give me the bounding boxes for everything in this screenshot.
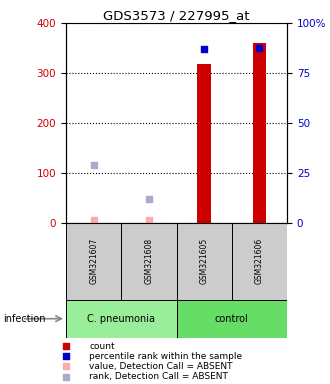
Point bbox=[146, 217, 151, 223]
Point bbox=[63, 343, 69, 349]
Bar bbox=[121, 223, 177, 300]
Bar bbox=[177, 300, 287, 338]
Text: percentile rank within the sample: percentile rank within the sample bbox=[89, 352, 242, 361]
Point bbox=[91, 217, 96, 223]
Point bbox=[146, 196, 151, 202]
Text: value, Detection Call = ABSENT: value, Detection Call = ABSENT bbox=[89, 362, 233, 371]
Bar bbox=[232, 223, 287, 300]
Text: GSM321607: GSM321607 bbox=[89, 238, 98, 284]
Bar bbox=[177, 223, 232, 300]
Text: GSM321605: GSM321605 bbox=[200, 238, 209, 284]
Point bbox=[63, 363, 69, 369]
Bar bbox=[197, 64, 211, 223]
Bar bbox=[252, 43, 266, 223]
Text: GSM321606: GSM321606 bbox=[255, 238, 264, 284]
Text: C. pneumonia: C. pneumonia bbox=[87, 314, 155, 324]
Title: GDS3573 / 227995_at: GDS3573 / 227995_at bbox=[103, 9, 250, 22]
Text: GSM321608: GSM321608 bbox=[145, 238, 153, 284]
Text: count: count bbox=[89, 342, 115, 351]
Point bbox=[202, 46, 207, 53]
Bar bbox=[66, 223, 121, 300]
Text: control: control bbox=[215, 314, 249, 324]
Text: infection: infection bbox=[3, 314, 46, 324]
Bar bbox=[66, 300, 177, 338]
Point bbox=[63, 374, 69, 380]
Point bbox=[63, 353, 69, 359]
Text: rank, Detection Call = ABSENT: rank, Detection Call = ABSENT bbox=[89, 372, 228, 381]
Point bbox=[257, 45, 262, 51]
Point bbox=[91, 162, 96, 168]
